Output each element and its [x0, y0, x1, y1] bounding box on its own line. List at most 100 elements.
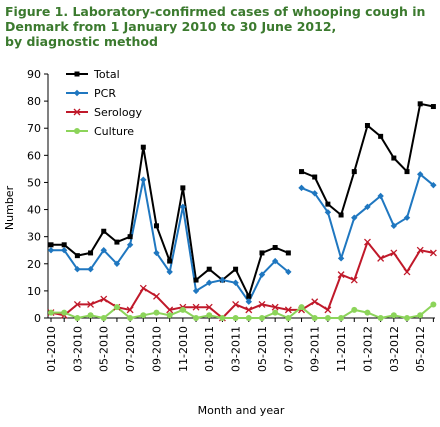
data-point-total	[272, 245, 278, 251]
data-point-pcr	[126, 241, 134, 248]
data-point-pcr	[364, 203, 371, 211]
data-point-culture	[390, 312, 397, 319]
x-tick-label: 01-2010	[45, 326, 58, 372]
data-point-total	[88, 250, 94, 256]
data-point-pcr	[140, 176, 147, 183]
data-point-pcr	[206, 279, 213, 286]
data-point-serology	[100, 295, 108, 303]
data-point-culture	[113, 304, 120, 311]
data-point-culture	[87, 312, 94, 319]
data-point-total	[338, 212, 344, 218]
data-point-culture	[258, 315, 265, 321]
data-point-pcr	[416, 171, 424, 178]
data-point-total	[430, 104, 436, 110]
data-point-total	[206, 266, 212, 272]
data-point-pcr	[87, 266, 94, 273]
data-point-serology	[311, 298, 319, 306]
data-point-serology	[73, 300, 81, 308]
data-point-culture	[351, 306, 358, 313]
x-tick-label: 07-2010	[124, 326, 137, 372]
data-point-pcr	[153, 249, 160, 257]
x-tick-label: 03-2010	[71, 326, 84, 372]
data-point-culture	[74, 315, 81, 321]
data-point-pcr	[100, 247, 107, 254]
data-point-pcr	[337, 255, 345, 262]
data-point-culture	[153, 309, 160, 316]
data-point-pcr	[324, 209, 332, 216]
data-point-total	[48, 242, 54, 248]
x-tick-label: 05-2012	[414, 326, 427, 372]
data-point-total	[285, 250, 291, 256]
data-point-pcr	[47, 247, 55, 254]
x-tick-label: 05-2011	[256, 326, 269, 372]
data-point-culture	[377, 315, 384, 321]
data-point-total	[153, 223, 159, 229]
data-point-serology	[87, 300, 95, 308]
data-point-pcr	[166, 268, 173, 276]
data-point-pcr	[219, 276, 226, 284]
data-point-culture	[364, 309, 371, 316]
data-point-culture	[100, 315, 107, 321]
data-point-total	[325, 201, 331, 207]
legend-marker-culture	[74, 128, 80, 134]
data-point-culture	[272, 309, 279, 316]
data-point-culture	[311, 315, 318, 321]
data-point-serology	[363, 238, 371, 246]
y-tick-label: 10	[27, 285, 41, 298]
legend-marker-pcr	[73, 89, 81, 97]
data-point-culture	[219, 315, 226, 321]
data-point-culture	[245, 315, 252, 321]
series-line-serology	[50, 241, 434, 319]
data-point-serology	[245, 306, 253, 314]
data-point-pcr	[377, 192, 384, 200]
data-point-total	[246, 293, 252, 299]
y-tick-label: 50	[27, 176, 41, 189]
data-point-culture	[193, 315, 200, 321]
data-point-serology	[390, 249, 398, 257]
chart-legend: Total PCR Serology Culture	[66, 68, 143, 138]
data-point-serology	[324, 306, 332, 314]
data-point-culture	[140, 312, 147, 319]
x-tick-label: 03-2012	[388, 326, 401, 372]
legend-marker-serology	[73, 108, 81, 116]
title-line-2: Denmark from 1 January 2010 to 30 June 2…	[5, 19, 337, 34]
data-point-culture	[338, 315, 345, 321]
data-point-serology	[403, 268, 411, 276]
data-point-serology	[232, 300, 240, 308]
data-point-culture	[324, 315, 331, 321]
figure-title: Figure 1. Laboratory-confirmed cases of …	[5, 4, 435, 49]
title-line-1: Figure 1. Laboratory-confirmed cases of …	[5, 4, 426, 19]
data-point-culture	[127, 315, 134, 321]
y-tick-label: 0	[34, 312, 41, 325]
data-point-serology	[126, 306, 134, 314]
data-point-serology	[258, 300, 266, 308]
data-point-pcr	[113, 260, 121, 267]
data-point-culture	[61, 309, 68, 316]
data-point-pcr	[179, 203, 187, 211]
data-point-serology	[205, 303, 213, 311]
data-point-pcr	[285, 268, 292, 276]
x-tick-label: 11-2011	[335, 326, 348, 372]
legend-label-culture: Culture	[94, 125, 134, 138]
data-point-serology	[271, 303, 279, 311]
data-point-culture	[206, 312, 213, 319]
data-point-total	[101, 228, 107, 234]
data-point-pcr	[311, 190, 318, 197]
data-point-serology	[337, 271, 345, 279]
data-point-serology	[153, 292, 160, 300]
legend-label-pcr: PCR	[94, 87, 116, 100]
chart-axes: 0 10 20 30 40 50 60 70 80 90 01-2010 03-2010 05-2010…	[27, 68, 435, 372]
data-point-serology	[377, 254, 385, 262]
data-point-total	[404, 169, 410, 175]
data-point-culture	[232, 315, 239, 321]
data-point-culture	[285, 315, 292, 321]
data-point-culture	[430, 301, 437, 308]
x-tick-label: 01-2012	[361, 326, 374, 372]
data-point-pcr	[60, 247, 68, 254]
data-point-pcr	[232, 279, 239, 286]
data-point-pcr	[298, 184, 305, 192]
x-tick-label: 07-2011	[282, 326, 295, 372]
data-point-total	[417, 101, 423, 107]
data-point-pcr	[258, 271, 266, 278]
data-point-culture	[48, 309, 54, 316]
